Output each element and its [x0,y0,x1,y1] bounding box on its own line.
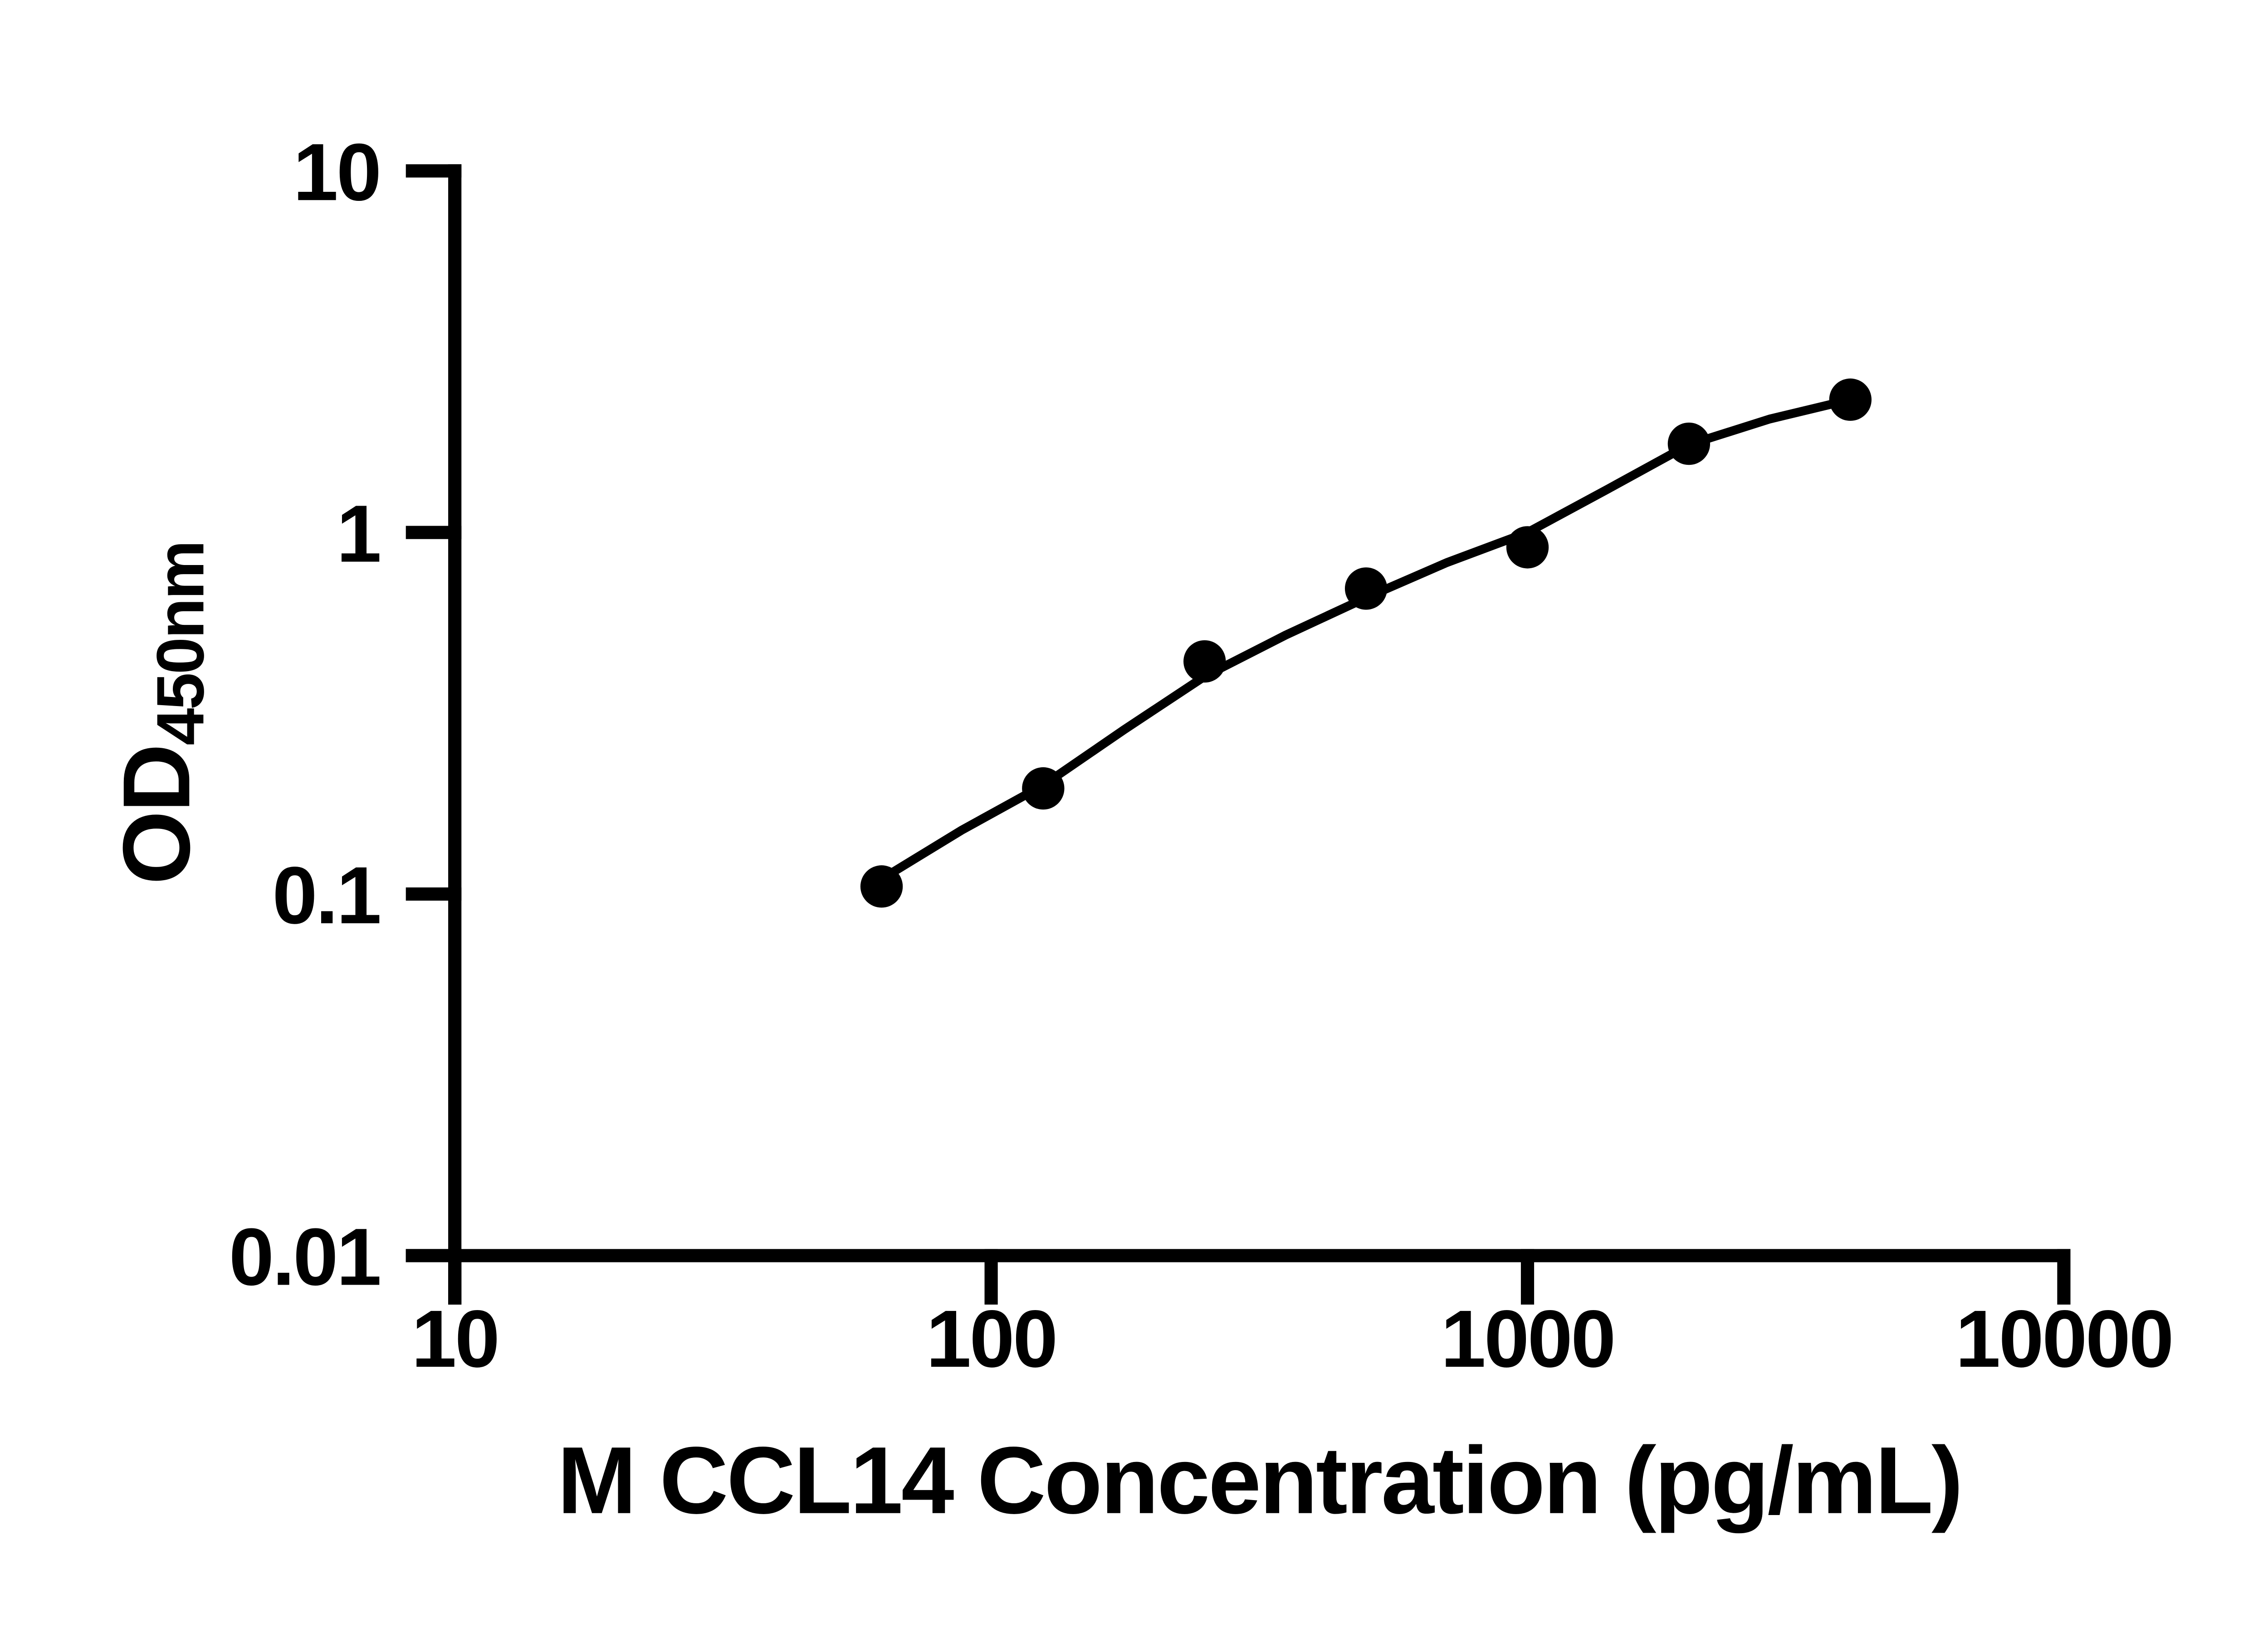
x-tick-label: 10 [411,1293,498,1384]
y-tick-label: 1 [337,488,380,579]
y-tick-label: 0.1 [272,850,380,940]
fit-curve [882,400,1851,879]
x-axis-title: M CCL14 Concentration (pg/mL) [557,1427,1961,1534]
plot-area: 0.01 0.1 1 10 10 100 1000 10000 [229,127,2172,1384]
data-point [1506,526,1549,568]
x-tick-label: 10000 [1955,1293,2172,1384]
y-tick-label: 10 [293,127,380,217]
data-point [1345,567,1387,609]
y-tick-label: 0.01 [229,1211,380,1302]
data-point [1829,379,1872,421]
elisa-standard-curve-figure: 0.01 0.1 1 10 10 100 1000 10000 M CCL14 Concent… [18,7,2268,1640]
data-point [1668,423,1710,465]
data-point [860,865,903,907]
x-tick-label: 1000 [1441,1293,1614,1384]
standard-curve-plot: 0.01 0.1 1 10 10 100 1000 10000 M CCL14 Concent… [18,7,2268,1640]
data-point [1183,640,1226,682]
y-axis-title-main: OD [103,746,210,885]
data-point [1022,767,1064,809]
x-tick-label: 100 [926,1293,1056,1384]
y-axis-title-subscript: 450nm [143,542,218,746]
y-axis-title: OD450nm [103,542,218,885]
